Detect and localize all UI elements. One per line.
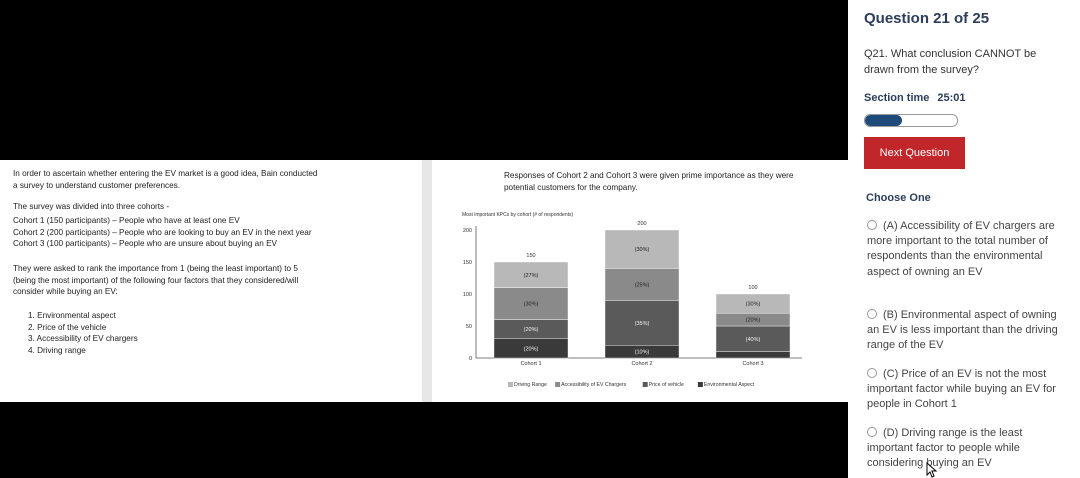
- option-d[interactable]: (D) Driving range is the least important…: [867, 426, 1059, 472]
- chart-title: Most important KPCs by cohort (# of resp…: [462, 212, 573, 218]
- y-tick-label: 0: [469, 356, 472, 362]
- ranking-line: They were asked to rank the importance f…: [13, 264, 298, 273]
- option-c[interactable]: (C) Price of an EV is not the most impor…: [867, 367, 1059, 413]
- passage-intro-line: a survey to understand customer preferen…: [13, 180, 181, 190]
- chart-caption: Responses of Cohort 2 and Cohort 3 were …: [504, 170, 834, 195]
- section-timer: Section time 25:01: [864, 92, 966, 104]
- passage-panel: In order to ascertain whether entering t…: [0, 160, 422, 402]
- time-progress-bar: [864, 114, 958, 127]
- bar-data-label: (10%): [635, 350, 650, 356]
- stacked-bar-chart: Most important KPCs by cohort (# of resp…: [462, 212, 802, 388]
- y-tick-label: 150: [463, 260, 472, 266]
- option-b-text: (B) Environmental aspect of owning an EV…: [867, 309, 1058, 352]
- cohort-item: Cohort 2 (200 participants) – People who…: [13, 227, 312, 237]
- option-a[interactable]: (A) Accessibility of EV chargers are mor…: [867, 219, 1059, 280]
- factor-item: 2. Price of the vehicle: [28, 322, 107, 332]
- legend-entry: Accessibility of EV Chargers: [561, 382, 627, 388]
- radio-b-icon[interactable]: [867, 309, 877, 319]
- question-counter: Question 21 of 25: [864, 10, 990, 27]
- section-time-value: 25:01: [937, 92, 966, 104]
- bar-data-label: (30%): [746, 302, 761, 308]
- bar-total-label: 150: [526, 253, 535, 259]
- factor-item: 3. Accessibility of EV chargers: [28, 334, 138, 344]
- mouse-pointer-icon: [926, 462, 938, 478]
- legend-entry: Driving Range: [514, 382, 547, 388]
- bar-total-label: 100: [748, 285, 757, 291]
- bar-segment: [493, 261, 569, 288]
- chart-panel: Most important KPCs by cohort (# of resp…: [432, 160, 848, 402]
- x-tick-label: Cohort 1: [520, 361, 541, 367]
- bar-data-label: (25%): [635, 282, 650, 288]
- legend-swatch: [642, 382, 648, 387]
- factor-list: 1. Environmental aspect 2. Price of the …: [28, 310, 138, 357]
- question-text: Q21. What conclusion CANNOT be drawn fro…: [864, 48, 1037, 76]
- ranking-line: consider while buying an EV:: [13, 287, 118, 297]
- radio-d-icon[interactable]: [867, 427, 877, 437]
- passage-intro-line: In order to ascertain whether entering t…: [13, 169, 318, 178]
- bar-segment: [493, 287, 569, 320]
- bar-data-label: (20%): [746, 318, 761, 324]
- bar-data-label: (30%): [524, 302, 539, 308]
- passage-intro: In order to ascertain whether entering t…: [13, 168, 413, 191]
- bar-data-label: (30%): [635, 247, 650, 253]
- factor-item: 1. Environmental aspect: [28, 311, 116, 320]
- time-progress-fill: [865, 115, 902, 126]
- legend-swatch: [555, 382, 561, 387]
- legend-swatch: [508, 382, 513, 387]
- bar-segment: [715, 293, 791, 314]
- ranking-line: (being the most important) of the follow…: [13, 275, 299, 285]
- radio-a-icon[interactable]: [867, 220, 877, 230]
- bar-segment: [604, 229, 680, 269]
- legend-entry: Environmental Aspect: [704, 382, 755, 388]
- bar-data-label: (20%): [524, 327, 539, 333]
- option-a-text: (A) Accessibility of EV chargers are mor…: [867, 220, 1055, 278]
- bar-data-label: (40%): [746, 337, 761, 343]
- choose-one-label: Choose One: [866, 192, 931, 204]
- bar-segment: [604, 268, 680, 301]
- next-question-button[interactable]: Next Question: [864, 137, 965, 169]
- survey-heading: The survey was divided into three cohort…: [13, 202, 170, 211]
- cohort-item: Cohort 1 (150 participants) – People who…: [13, 216, 240, 225]
- section-time-label: Section time: [864, 92, 930, 104]
- x-tick-label: Cohort 2: [631, 361, 652, 367]
- bar-segment: [715, 351, 791, 359]
- cohort-item: Cohort 3 (100 participants) – People who…: [13, 239, 277, 249]
- legend-swatch: [697, 382, 703, 387]
- bar-total-label: 200: [637, 221, 646, 227]
- chart-caption-line: Responses of Cohort 2 and Cohort 3 were …: [504, 171, 794, 180]
- question-sidebar: Question 21 of 25 Q21. What conclusion C…: [848, 0, 1080, 478]
- cohort-list: Cohort 1 (150 participants) – People who…: [13, 215, 413, 250]
- bar-data-label: (27%): [524, 273, 539, 279]
- panel-divider: [422, 160, 432, 402]
- bar-data-label: (35%): [635, 321, 650, 327]
- factor-item: 4. Driving range: [28, 345, 86, 355]
- option-b[interactable]: (B) Environmental aspect of owning an EV…: [867, 308, 1059, 354]
- legend-entry: Price of vehicle: [649, 382, 684, 388]
- x-tick-label: Cohort 3: [742, 361, 763, 367]
- chart-caption-line: potential customers for the company.: [504, 183, 638, 193]
- ranking-paragraph: They were asked to rank the importance f…: [13, 263, 413, 298]
- video-stage: In order to ascertain whether entering t…: [0, 0, 848, 478]
- bar-data-label: (20%): [524, 346, 539, 352]
- y-tick-label: 200: [463, 228, 472, 234]
- bar-segment: [604, 300, 680, 346]
- radio-c-icon[interactable]: [867, 368, 877, 378]
- option-d-text: (D) Driving range is the least important…: [867, 427, 1023, 470]
- option-c-text: (C) Price of an EV is not the most impor…: [867, 368, 1056, 411]
- y-tick-label: 100: [463, 292, 472, 298]
- y-tick-label: 50: [466, 324, 472, 330]
